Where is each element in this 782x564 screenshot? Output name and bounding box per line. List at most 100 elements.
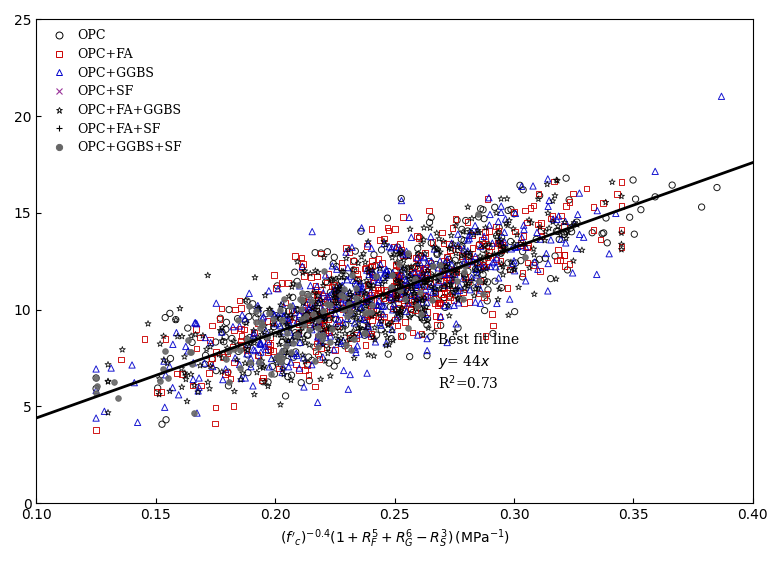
Point <box>375 321 387 330</box>
Point <box>228 326 240 335</box>
Point <box>248 338 260 347</box>
Point <box>447 245 459 254</box>
Point <box>406 328 418 337</box>
Point <box>396 251 409 260</box>
Point <box>247 345 260 354</box>
Point <box>380 305 393 314</box>
Point <box>443 244 455 253</box>
Point <box>331 265 343 274</box>
Point <box>471 268 483 277</box>
Point <box>573 230 586 239</box>
Point <box>224 345 236 354</box>
Point <box>176 332 188 341</box>
Point <box>402 272 414 281</box>
Point <box>418 252 430 261</box>
Point <box>270 313 282 322</box>
Point <box>482 253 494 262</box>
Point <box>252 319 264 328</box>
Point <box>267 320 279 329</box>
Point <box>361 295 373 304</box>
Point <box>224 374 237 383</box>
Point <box>615 201 628 210</box>
Point <box>615 243 628 252</box>
Point <box>322 344 335 353</box>
Point <box>418 265 430 274</box>
Point <box>515 256 527 265</box>
Point <box>226 343 239 352</box>
Point <box>293 319 306 328</box>
Point <box>312 318 325 327</box>
Point <box>281 328 293 337</box>
Point <box>247 334 260 343</box>
Point <box>282 279 294 288</box>
Point <box>319 277 332 287</box>
Point <box>395 311 407 320</box>
Point <box>363 303 375 312</box>
Point <box>525 204 537 213</box>
Point <box>294 327 307 336</box>
Point <box>413 274 425 283</box>
Point <box>361 298 374 307</box>
Point <box>435 312 447 321</box>
Point <box>348 257 361 266</box>
Point <box>282 338 294 347</box>
Point <box>340 272 353 281</box>
Point <box>395 289 407 298</box>
Point <box>443 240 455 249</box>
Point <box>314 316 326 325</box>
Point <box>411 260 424 269</box>
Point <box>367 276 379 285</box>
Point <box>255 339 267 348</box>
Point <box>409 283 421 292</box>
Point <box>275 315 288 324</box>
Point <box>516 272 529 281</box>
Point <box>465 276 478 285</box>
Point <box>450 276 463 285</box>
Point <box>481 277 493 287</box>
Point <box>354 227 367 236</box>
Point <box>493 284 506 293</box>
Point <box>532 189 544 198</box>
Point <box>415 310 428 319</box>
Point <box>531 228 543 237</box>
Point <box>558 262 571 271</box>
Point <box>180 371 192 380</box>
Point <box>346 243 358 252</box>
Point <box>401 249 414 258</box>
Point <box>235 340 247 349</box>
Point <box>150 387 163 396</box>
Point <box>453 276 465 285</box>
Point <box>245 337 257 346</box>
Point <box>502 311 515 320</box>
Point <box>304 281 317 290</box>
Point <box>383 289 396 298</box>
Point <box>533 255 546 264</box>
Point <box>194 361 206 370</box>
Point <box>480 289 493 298</box>
Point <box>435 299 447 309</box>
Point <box>294 338 307 347</box>
Point <box>293 327 306 336</box>
Point <box>253 389 266 398</box>
Point <box>486 258 499 267</box>
Point <box>407 237 420 246</box>
Point <box>343 294 355 303</box>
Point <box>90 373 102 382</box>
Point <box>384 279 396 288</box>
Point <box>421 320 433 329</box>
Point <box>427 261 439 270</box>
Point <box>403 213 415 222</box>
Point <box>213 393 226 402</box>
Point <box>305 272 317 281</box>
Point <box>278 347 291 356</box>
Point <box>390 294 403 303</box>
Point <box>481 253 493 262</box>
Point <box>535 226 547 235</box>
Point <box>242 346 254 355</box>
Point <box>432 281 445 290</box>
Point <box>333 327 346 336</box>
Point <box>411 283 424 292</box>
Point <box>181 324 194 333</box>
Point <box>158 356 170 365</box>
Point <box>361 322 374 331</box>
